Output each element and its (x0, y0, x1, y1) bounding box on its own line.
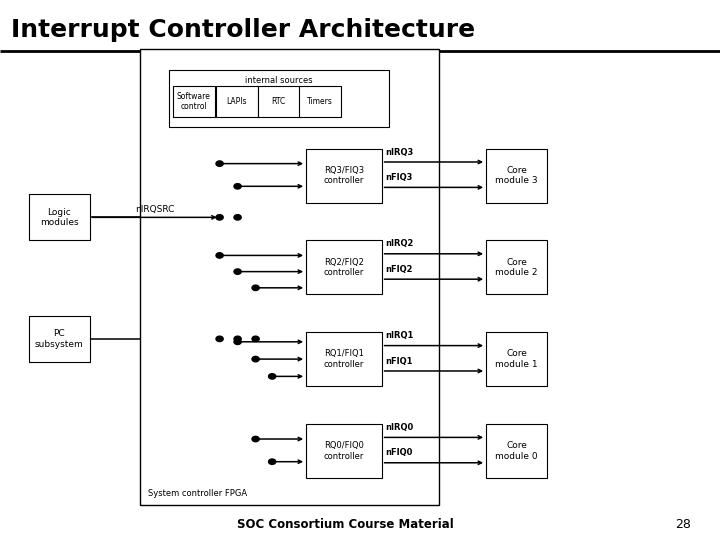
Circle shape (269, 374, 276, 379)
Circle shape (216, 336, 223, 341)
Circle shape (234, 336, 241, 341)
FancyBboxPatch shape (258, 86, 300, 117)
Text: nFIQ1: nFIQ1 (385, 356, 413, 366)
FancyBboxPatch shape (486, 332, 547, 386)
Circle shape (216, 214, 223, 220)
FancyBboxPatch shape (486, 240, 547, 294)
Text: Core
module 1: Core module 1 (495, 349, 538, 369)
Text: Core
module 3: Core module 3 (495, 166, 538, 185)
Text: SOC Consortium Course Material: SOC Consortium Course Material (237, 518, 454, 531)
Text: nIRQSRC: nIRQSRC (135, 205, 174, 214)
Text: Logic
modules: Logic modules (40, 208, 78, 227)
Circle shape (216, 161, 223, 166)
Text: nFIQ0: nFIQ0 (385, 448, 413, 457)
FancyBboxPatch shape (486, 148, 547, 202)
FancyBboxPatch shape (169, 70, 389, 127)
Text: Core
module 0: Core module 0 (495, 441, 538, 461)
Circle shape (252, 356, 259, 362)
FancyBboxPatch shape (173, 86, 215, 117)
FancyBboxPatch shape (140, 49, 439, 505)
Circle shape (234, 214, 241, 220)
Circle shape (252, 285, 259, 291)
Text: LAPIs: LAPIs (227, 97, 247, 106)
Circle shape (234, 269, 241, 274)
Text: System controller FPGA: System controller FPGA (148, 489, 247, 498)
Circle shape (252, 336, 259, 341)
Text: nFIQ2: nFIQ2 (385, 265, 413, 274)
FancyBboxPatch shape (306, 424, 382, 478)
Circle shape (216, 253, 223, 258)
Circle shape (234, 184, 241, 189)
FancyBboxPatch shape (299, 86, 341, 117)
Text: nIRQ3: nIRQ3 (385, 147, 413, 157)
Text: RQ3/FIQ3
controller: RQ3/FIQ3 controller (323, 166, 364, 185)
FancyBboxPatch shape (29, 194, 90, 240)
Text: nFIQ3: nFIQ3 (385, 173, 413, 182)
Text: PC
subsystem: PC subsystem (35, 329, 84, 348)
Text: RTC: RTC (271, 97, 286, 106)
FancyBboxPatch shape (306, 148, 382, 202)
FancyBboxPatch shape (29, 316, 90, 362)
Text: RQ0/FIQ0
controller: RQ0/FIQ0 controller (323, 441, 364, 461)
Text: Timers: Timers (307, 97, 333, 106)
Text: RQ1/FIQ1
controller: RQ1/FIQ1 controller (323, 349, 364, 369)
Text: nIRQ1: nIRQ1 (385, 331, 413, 340)
Text: Core
module 2: Core module 2 (495, 258, 538, 277)
FancyBboxPatch shape (306, 332, 382, 386)
Text: Interrupt Controller Architecture: Interrupt Controller Architecture (11, 18, 475, 42)
Text: RQ2/FIQ2
controller: RQ2/FIQ2 controller (323, 258, 364, 277)
Text: nIRQ0: nIRQ0 (385, 423, 413, 432)
Circle shape (269, 459, 276, 464)
FancyBboxPatch shape (216, 86, 258, 117)
Text: internal sources: internal sources (246, 76, 312, 85)
Text: Software
control: Software control (176, 92, 211, 111)
FancyBboxPatch shape (486, 424, 547, 478)
FancyBboxPatch shape (306, 240, 382, 294)
Text: nIRQ2: nIRQ2 (385, 239, 413, 248)
Circle shape (252, 436, 259, 442)
Circle shape (234, 339, 241, 345)
Text: 28: 28 (675, 518, 691, 531)
